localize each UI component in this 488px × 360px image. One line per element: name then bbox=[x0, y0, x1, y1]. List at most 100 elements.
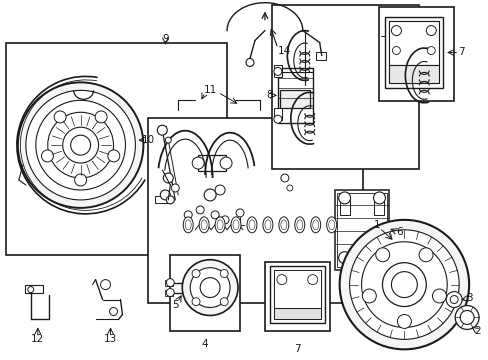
Circle shape bbox=[418, 248, 432, 262]
Circle shape bbox=[18, 82, 143, 208]
Bar bbox=[148, 118, 362, 302]
Circle shape bbox=[215, 185, 224, 195]
Text: 2: 2 bbox=[473, 327, 479, 336]
Circle shape bbox=[211, 211, 219, 219]
Circle shape bbox=[200, 278, 220, 298]
Bar bbox=[273, 307, 320, 319]
Circle shape bbox=[382, 263, 426, 306]
Circle shape bbox=[166, 289, 174, 297]
Circle shape bbox=[349, 230, 458, 339]
Circle shape bbox=[160, 190, 170, 200]
Circle shape bbox=[71, 135, 90, 155]
Text: 8: 8 bbox=[266, 90, 273, 100]
Circle shape bbox=[375, 248, 389, 262]
Text: 10: 10 bbox=[142, 135, 155, 145]
Circle shape bbox=[48, 112, 113, 178]
Text: 1: 1 bbox=[373, 220, 380, 230]
Bar bbox=[165, 280, 173, 285]
Ellipse shape bbox=[294, 217, 304, 233]
Bar bbox=[155, 196, 167, 203]
Circle shape bbox=[459, 310, 473, 324]
Circle shape bbox=[95, 111, 107, 123]
Circle shape bbox=[171, 184, 179, 192]
Ellipse shape bbox=[280, 220, 286, 230]
Text: 13: 13 bbox=[103, 334, 117, 345]
Circle shape bbox=[192, 298, 200, 306]
Bar bbox=[271, 5, 419, 169]
Circle shape bbox=[54, 111, 66, 123]
Ellipse shape bbox=[201, 220, 207, 230]
Bar bbox=[336, 193, 386, 267]
Bar bbox=[339, 200, 349, 215]
Ellipse shape bbox=[215, 217, 224, 233]
Ellipse shape bbox=[246, 217, 256, 233]
Bar bbox=[273, 270, 320, 307]
Circle shape bbox=[373, 252, 385, 264]
Circle shape bbox=[390, 26, 401, 36]
Circle shape bbox=[280, 174, 288, 182]
Bar bbox=[264, 262, 329, 332]
Ellipse shape bbox=[264, 220, 270, 230]
Circle shape bbox=[165, 137, 171, 143]
Bar bbox=[165, 289, 173, 296]
Circle shape bbox=[220, 298, 228, 306]
Bar bbox=[158, 126, 166, 133]
Circle shape bbox=[273, 115, 281, 123]
Circle shape bbox=[273, 67, 281, 75]
Circle shape bbox=[221, 216, 228, 224]
Bar bbox=[315, 53, 325, 60]
Bar bbox=[388, 66, 438, 84]
Circle shape bbox=[245, 58, 253, 67]
Bar bbox=[269, 266, 324, 323]
Circle shape bbox=[62, 127, 99, 163]
Circle shape bbox=[192, 270, 200, 278]
Bar bbox=[273, 66, 281, 77]
Circle shape bbox=[107, 150, 120, 162]
Ellipse shape bbox=[312, 220, 318, 230]
Circle shape bbox=[26, 90, 135, 200]
Circle shape bbox=[392, 46, 400, 54]
Bar bbox=[277, 68, 312, 123]
Circle shape bbox=[157, 125, 167, 135]
Text: 9: 9 bbox=[162, 33, 168, 44]
Circle shape bbox=[163, 173, 173, 183]
Text: 7: 7 bbox=[457, 48, 464, 58]
Circle shape bbox=[307, 275, 317, 285]
Text: 3: 3 bbox=[465, 293, 471, 302]
Text: 5: 5 bbox=[172, 300, 178, 310]
Ellipse shape bbox=[328, 220, 334, 230]
Circle shape bbox=[339, 220, 468, 349]
Circle shape bbox=[36, 100, 125, 190]
Text: 14: 14 bbox=[278, 45, 291, 55]
Circle shape bbox=[397, 315, 410, 328]
Circle shape bbox=[220, 270, 228, 278]
Circle shape bbox=[426, 26, 435, 36]
Circle shape bbox=[338, 252, 350, 264]
Ellipse shape bbox=[278, 217, 288, 233]
Text: 6: 6 bbox=[395, 227, 402, 237]
Text: 12: 12 bbox=[31, 334, 44, 345]
Text: 7: 7 bbox=[294, 345, 301, 354]
Ellipse shape bbox=[230, 217, 241, 233]
Ellipse shape bbox=[326, 217, 336, 233]
Circle shape bbox=[431, 289, 446, 303]
Circle shape bbox=[449, 296, 457, 303]
Circle shape bbox=[166, 196, 174, 204]
Bar bbox=[279, 90, 309, 108]
Circle shape bbox=[109, 307, 117, 315]
Circle shape bbox=[373, 192, 385, 204]
Bar bbox=[198, 155, 225, 171]
Ellipse shape bbox=[296, 220, 302, 230]
Circle shape bbox=[196, 206, 203, 214]
Circle shape bbox=[361, 242, 447, 328]
Circle shape bbox=[338, 192, 350, 204]
Circle shape bbox=[220, 157, 232, 169]
Bar bbox=[385, 17, 442, 88]
Bar bbox=[388, 21, 438, 66]
Ellipse shape bbox=[248, 220, 254, 230]
Bar bbox=[25, 285, 42, 293]
Circle shape bbox=[101, 280, 110, 289]
Bar bbox=[374, 200, 384, 215]
Circle shape bbox=[190, 268, 229, 307]
Circle shape bbox=[75, 174, 86, 186]
